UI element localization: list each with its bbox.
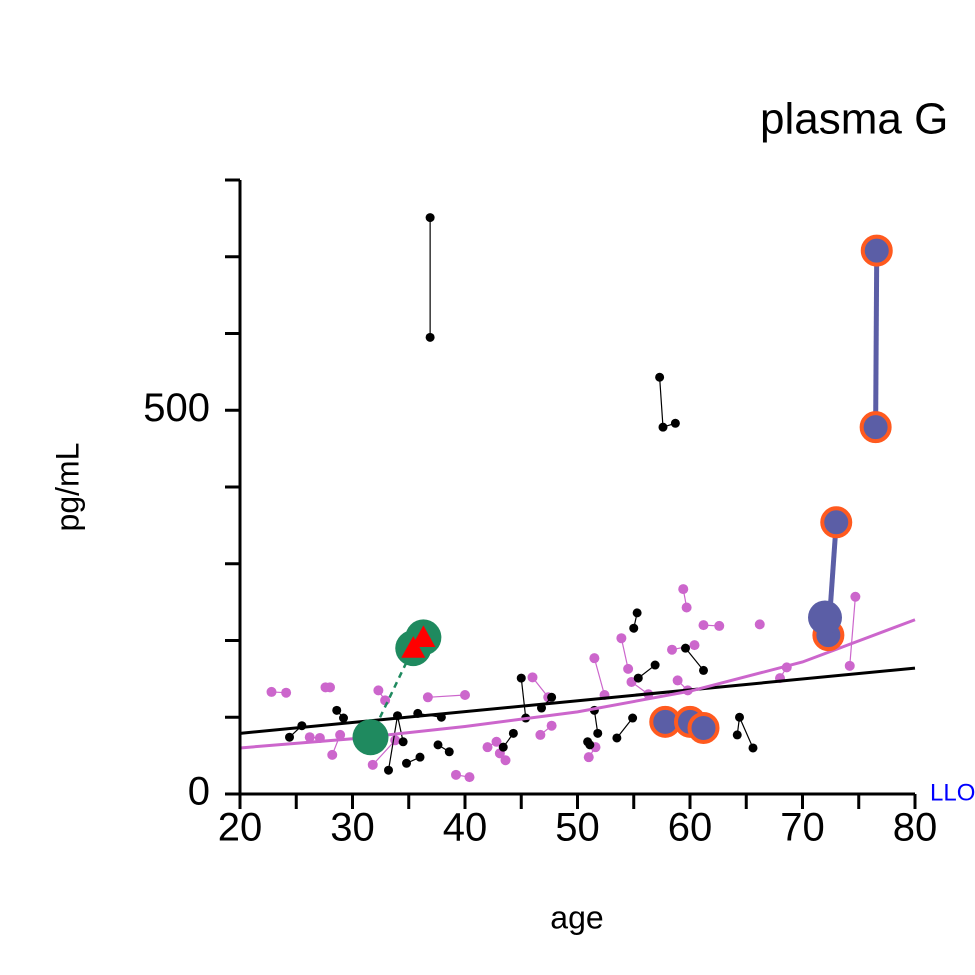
point (304, 732, 315, 743)
connector-line (849, 596, 856, 666)
fit-line (239, 618, 916, 750)
point (583, 752, 594, 763)
point (425, 332, 435, 342)
point (527, 672, 538, 683)
reference-label: LLO (930, 779, 975, 806)
connector-line (427, 694, 466, 698)
point (367, 759, 378, 770)
connector-line (620, 638, 629, 670)
point (808, 600, 842, 635)
point (390, 735, 401, 746)
x-tick-label: 70 (780, 806, 825, 850)
point (628, 713, 638, 723)
point (850, 591, 861, 602)
connector-line (873, 250, 880, 428)
point (433, 740, 443, 750)
point (678, 584, 689, 595)
point (398, 737, 408, 747)
point (352, 719, 389, 756)
point (699, 665, 708, 675)
y-axis-label: pg/mL (49, 443, 85, 532)
point (593, 728, 603, 738)
point (629, 623, 639, 633)
point (402, 758, 411, 768)
x-tick-label: 30 (330, 806, 375, 850)
x-tick-label: 60 (668, 806, 713, 850)
point (460, 689, 470, 700)
point (508, 728, 518, 738)
point (415, 752, 425, 762)
point (748, 743, 758, 753)
connector-line (520, 678, 527, 719)
point (464, 772, 475, 783)
point (491, 736, 502, 747)
point (681, 643, 690, 653)
point (384, 765, 393, 775)
point (714, 620, 725, 631)
point (687, 711, 720, 744)
point (632, 608, 642, 618)
point (735, 712, 744, 722)
y-tick-label: 500 (143, 386, 210, 430)
point (650, 660, 660, 670)
point (444, 747, 454, 757)
point (585, 740, 595, 750)
point (516, 673, 526, 683)
connector-line (372, 739, 396, 766)
point (498, 742, 508, 752)
point (422, 692, 433, 703)
point (285, 732, 294, 742)
point (859, 411, 892, 444)
connector-line (593, 657, 606, 696)
point (616, 633, 627, 644)
point (658, 422, 668, 432)
point (820, 506, 853, 539)
x-tick-label: 50 (555, 806, 600, 850)
point (266, 686, 277, 697)
point (633, 673, 643, 683)
point (655, 372, 665, 382)
point (732, 730, 742, 740)
point (325, 682, 335, 693)
point (844, 660, 855, 671)
point (667, 644, 677, 655)
point (482, 742, 493, 753)
point (335, 729, 346, 740)
point (451, 769, 461, 780)
point (500, 755, 511, 766)
point (698, 620, 709, 631)
chart-title: plasma G (760, 95, 948, 144)
point (411, 625, 436, 648)
point (339, 713, 348, 723)
fit-line (239, 666, 916, 735)
point (425, 213, 435, 223)
point (546, 720, 557, 731)
point (535, 729, 546, 740)
x-tick-label: 80 (893, 806, 938, 850)
point (547, 692, 557, 702)
point (689, 640, 700, 651)
point (612, 733, 622, 743)
point (281, 687, 292, 698)
point (860, 234, 893, 267)
point (681, 602, 692, 613)
point (589, 653, 600, 664)
x-axis-label: age (550, 899, 603, 935)
point (670, 418, 680, 428)
point (623, 663, 634, 674)
y-tick-label: 0 (188, 770, 210, 814)
point (754, 619, 765, 630)
point (332, 705, 342, 715)
point (327, 749, 338, 760)
x-tick-label: 20 (218, 806, 263, 850)
point (373, 685, 384, 696)
x-tick-label: 40 (443, 806, 488, 850)
point (672, 675, 683, 686)
connector-line (685, 647, 704, 671)
